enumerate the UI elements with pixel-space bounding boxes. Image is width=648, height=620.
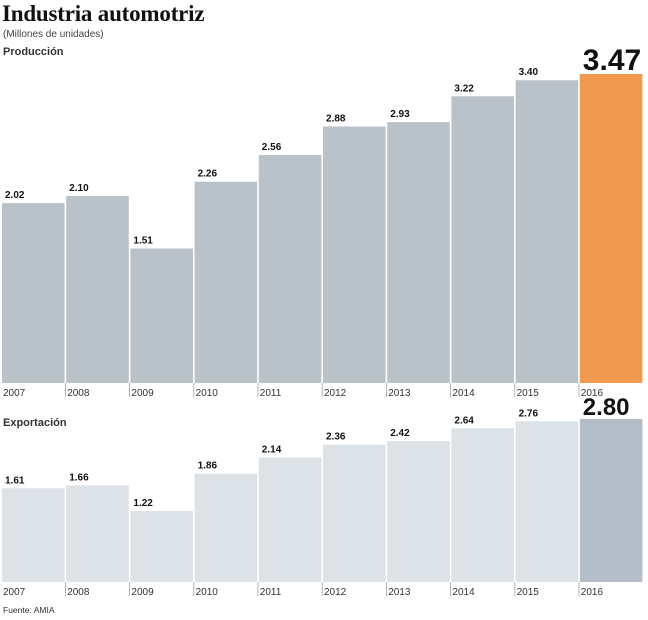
production-bar: [579, 74, 643, 383]
export-year-label: 2011: [260, 587, 282, 598]
production-bar: [387, 122, 450, 383]
production-bar: [2, 203, 65, 383]
production-value-label: 1.51: [133, 236, 153, 247]
production-bar: [323, 126, 386, 383]
export-bar: [194, 473, 258, 582]
export-year-label: 2012: [324, 587, 347, 598]
export-value-label: 2.76: [519, 408, 539, 419]
production-value-label: 2.10: [69, 183, 89, 194]
production-value-label: 2.56: [262, 142, 282, 153]
production-year-label: 2007: [3, 388, 26, 399]
production-year-label: 2016: [581, 388, 604, 399]
export-year-label: 2008: [67, 587, 90, 598]
export-bar: [2, 488, 65, 582]
chart-title: Industria automotriz: [2, 1, 205, 26]
export-year-label: 2007: [3, 587, 26, 598]
production-bar: [194, 181, 258, 383]
export-value-label: 2.36: [326, 432, 346, 443]
production-value-label: 3.40: [519, 67, 539, 78]
export-year-label: 2009: [131, 587, 154, 598]
production-year-label: 2011: [260, 388, 282, 399]
production-value-label: 3.22: [454, 83, 474, 94]
production-bar: [258, 155, 322, 383]
production-year-label: 2012: [324, 388, 347, 399]
export-value-label: 2.64: [454, 415, 474, 426]
export-value-label: 2.80: [583, 394, 630, 421]
production-year-label: 2015: [517, 388, 540, 399]
export-year-label: 2010: [196, 587, 219, 598]
production-bar: [515, 80, 579, 383]
export-value-label: 1.61: [5, 475, 25, 486]
production-year-label: 2008: [67, 388, 90, 399]
production-value-label: 2.02: [5, 190, 25, 201]
export-year-label: 2014: [452, 587, 475, 598]
production-value-label: 2.26: [198, 169, 218, 180]
production-value-label: 2.93: [390, 109, 410, 120]
production-bar: [66, 195, 129, 383]
production-year-label: 2014: [452, 388, 475, 399]
export-value-label: 1.66: [69, 472, 89, 483]
export-bar: [258, 457, 322, 582]
export-bar: [579, 419, 643, 582]
production-bar: [130, 248, 193, 383]
production-year-label: 2009: [131, 388, 154, 399]
export-section-label: Exportación: [3, 417, 67, 429]
production-section-label: Producción: [3, 46, 64, 58]
export-value-label: 1.86: [198, 461, 218, 472]
chart-subtitle: (Millones de unidades): [3, 29, 104, 40]
export-bar: [66, 485, 129, 582]
production-bar: [451, 96, 514, 384]
production-year-label: 2013: [388, 388, 411, 399]
export-value-label: 2.42: [390, 428, 410, 439]
export-bar: [130, 510, 193, 582]
export-value-label: 2.14: [262, 444, 282, 455]
export-bar: [323, 444, 386, 582]
export-year-label: 2015: [517, 587, 540, 598]
export-bar: [515, 421, 579, 582]
export-year-label: 2013: [388, 587, 411, 598]
export-bar: [451, 428, 514, 582]
export-year-label: 2016: [581, 587, 604, 598]
production-value-label: 2.88: [326, 114, 346, 125]
export-bar: [387, 441, 450, 582]
source-note: Fuente: AMIA: [3, 605, 55, 615]
production-year-label: 2010: [196, 388, 219, 399]
export-value-label: 1.22: [133, 498, 153, 509]
production-value-label: 3.47: [583, 44, 641, 77]
